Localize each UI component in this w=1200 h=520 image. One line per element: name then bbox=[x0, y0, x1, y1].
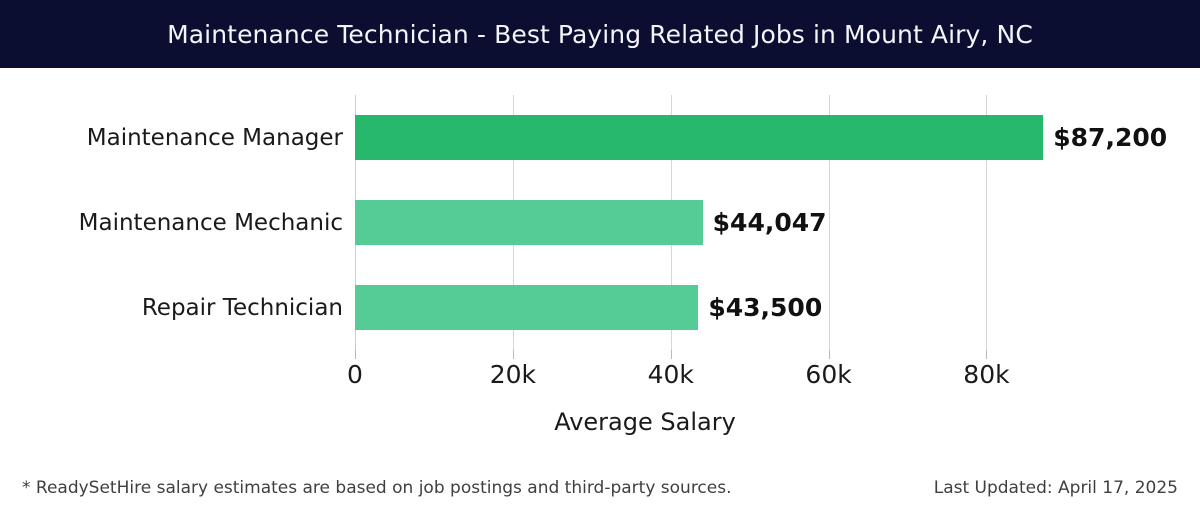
x-tick-label: 40k bbox=[647, 360, 694, 389]
x-axis-title: Average Salary bbox=[0, 408, 1200, 436]
category-label: Repair Technician bbox=[141, 294, 343, 321]
gridline-60k bbox=[828, 95, 830, 350]
plot-area bbox=[355, 95, 1093, 350]
x-tick-label: 20k bbox=[489, 360, 537, 389]
x-tick-mark bbox=[512, 350, 514, 359]
page-title: Maintenance Technician - Best Paying Rel… bbox=[167, 19, 1033, 49]
category-axis-labels: Maintenance Manager Maintenance Mechanic R… bbox=[0, 95, 355, 350]
x-tick-label: 60k bbox=[805, 360, 852, 389]
x-tick-label: 80k bbox=[963, 360, 1010, 389]
footer-disclaimer: * ReadySetHire salary estimates are base… bbox=[22, 478, 732, 498]
bar-value-label: $44,047 bbox=[712, 208, 827, 237]
category-label: Maintenance Manager bbox=[86, 124, 343, 151]
header-bar bbox=[0, 0, 1200, 68]
x-axis-title-text: Average Salary bbox=[554, 408, 736, 436]
x-tick-label: 0 bbox=[347, 360, 363, 389]
footer: * ReadySetHire salary estimates are base… bbox=[0, 466, 1200, 520]
x-tick-mark bbox=[828, 350, 830, 359]
chart-container: Maintenance Manager Maintenance Mechanic R… bbox=[0, 68, 1200, 458]
gridline-80k bbox=[986, 95, 988, 350]
x-tick-mark bbox=[986, 350, 988, 359]
bar-value-label: $87,200 bbox=[1053, 123, 1168, 152]
x-tick-mark bbox=[670, 350, 672, 359]
bar-value-label: $43,500 bbox=[708, 293, 823, 322]
category-label: Maintenance Mechanic bbox=[78, 209, 343, 236]
bar[interactable] bbox=[355, 115, 1044, 160]
bar[interactable] bbox=[355, 200, 703, 245]
bar[interactable] bbox=[355, 285, 699, 330]
footer-last-updated: Last Updated: April 17, 2025 bbox=[933, 478, 1178, 498]
x-tick-mark bbox=[355, 350, 356, 359]
